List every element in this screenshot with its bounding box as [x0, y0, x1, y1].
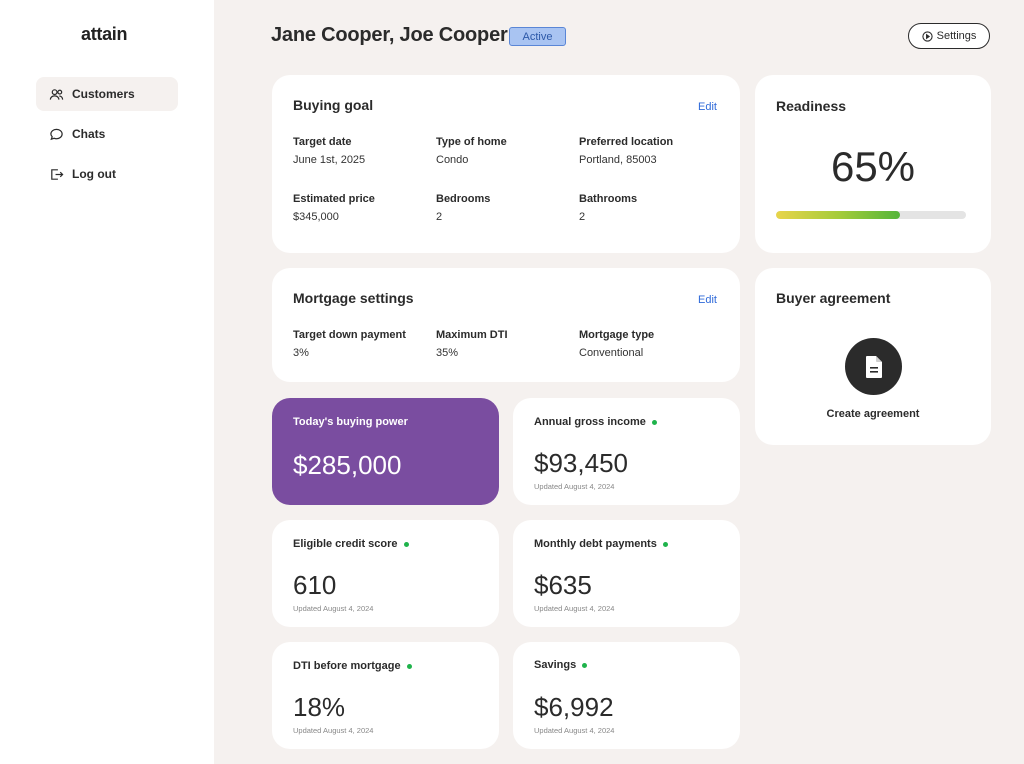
app-logo[interactable]: attain: [81, 24, 128, 44]
field-value: 3%: [293, 347, 309, 359]
card-title: Mortgage settings: [293, 290, 414, 306]
dti-card: DTI before mortgage 18% Updated August 4…: [272, 642, 499, 749]
updated-timestamp: Updated August 4, 2024: [293, 604, 374, 613]
status-dot-icon: [651, 419, 657, 425]
metric-title: Annual gross income: [534, 416, 657, 428]
readiness-value: 65%: [830, 143, 916, 190]
metric-label: Savings: [534, 659, 577, 671]
buying-power-card: Today's buying power $285,000: [272, 398, 499, 505]
field-value: Conventional: [579, 347, 644, 359]
monthly-debt-value: $635: [534, 570, 592, 600]
metric-label: Monthly debt payments: [534, 538, 657, 550]
mortgage-edit-link[interactable]: Edit: [698, 294, 717, 306]
buying-power-value: $285,000: [293, 450, 402, 480]
create-agreement-label[interactable]: Create agreement: [826, 408, 920, 420]
monthly-debt-card: Monthly debt payments $635 Updated Augus…: [513, 520, 740, 627]
metric-label: DTI before mortgage: [293, 660, 401, 672]
metric-title: Eligible credit score: [293, 538, 409, 550]
field-label: Target down payment: [293, 329, 406, 341]
sidebar-item-logout[interactable]: Log out: [36, 157, 178, 191]
annual-income-card: Annual gross income $93,450 Updated Augu…: [513, 398, 740, 505]
field-type-of-home: Type of home Condo: [436, 136, 507, 166]
status-dot-icon: [662, 541, 668, 547]
main-content: Jane Cooper, Joe Cooper Active Settings …: [214, 0, 1024, 764]
annual-income-value: $93,450: [534, 448, 628, 478]
field-value: June 1st, 2025: [293, 154, 366, 166]
mortgage-settings-card: Mortgage settings Edit Target down payme…: [272, 268, 740, 382]
settings-button[interactable]: Settings: [908, 23, 990, 49]
field-value: 35%: [436, 347, 459, 359]
metric-label: Eligible credit score: [293, 538, 398, 550]
credit-score-card: Eligible credit score 610 Updated August…: [272, 520, 499, 627]
field-target-date: Target date June 1st, 2025: [293, 136, 365, 166]
field-value: Portland, 85003: [579, 154, 657, 166]
page-title: Jane Cooper, Joe Cooper: [271, 24, 508, 46]
sidebar-item-label: Log out: [72, 167, 116, 181]
field-label: Bathrooms: [579, 193, 638, 205]
users-icon: [48, 86, 64, 102]
document-icon: [865, 355, 882, 378]
field-label: Estimated price: [293, 193, 375, 205]
field-preferred-location: Preferred location Portland, 85003: [579, 136, 673, 166]
dti-value: 18%: [293, 692, 346, 722]
metric-title: DTI before mortgage: [293, 660, 412, 672]
play-circle-icon: [921, 30, 933, 42]
field-value: 2: [579, 211, 586, 223]
field-mortgage-type: Mortgage type Conventional: [579, 329, 654, 359]
updated-timestamp: Updated August 4, 2024: [293, 726, 374, 735]
updated-timestamp: Updated August 4, 2024: [534, 482, 615, 491]
field-bathrooms: Bathrooms 2: [579, 193, 637, 223]
field-estimated-price: Estimated price $345,000: [293, 193, 375, 223]
status-badge: Active: [509, 27, 566, 46]
chat-bubble-icon: [48, 126, 64, 142]
card-title: Readiness: [776, 98, 847, 114]
readiness-progress-fill: [776, 211, 900, 219]
status-dot-icon: [403, 541, 409, 547]
updated-timestamp: Updated August 4, 2024: [534, 604, 615, 613]
buyer-agreement-card: Buyer agreement Create agreement: [755, 268, 991, 445]
field-label: Target date: [293, 136, 352, 148]
card-title: Buying goal: [293, 97, 374, 113]
settings-label: Settings: [936, 30, 977, 42]
field-label: Bedrooms: [436, 193, 491, 205]
status-dot-icon: [582, 662, 588, 668]
sidebar-item-label: Customers: [72, 87, 135, 101]
metric-label: Today's buying power: [293, 416, 408, 428]
field-value: $345,000: [293, 211, 339, 223]
readiness-progress-bar: [776, 211, 966, 219]
card-title: Buyer agreement: [776, 290, 891, 306]
savings-card: Savings $6,992 Updated August 4, 2024: [513, 642, 740, 749]
readiness-card: Readiness 65%: [755, 75, 991, 253]
field-label: Type of home: [436, 136, 507, 148]
buying-goal-edit-link[interactable]: Edit: [698, 101, 717, 113]
sidebar: attain Customers Chats Log: [0, 0, 214, 764]
field-target-down-payment: Target down payment 3%: [293, 329, 406, 359]
buying-goal-card: Buying goal Edit Target date June 1st, 2…: [272, 75, 740, 253]
field-value: 2: [436, 211, 443, 223]
metric-title: Savings: [534, 659, 588, 671]
sidebar-item-chats[interactable]: Chats: [36, 117, 178, 151]
savings-value: $6,992: [534, 692, 614, 722]
logout-icon: [48, 166, 64, 182]
metric-label: Annual gross income: [534, 416, 646, 428]
credit-score-value: 610: [293, 570, 337, 600]
updated-timestamp: Updated August 4, 2024: [534, 726, 615, 735]
metric-title: Monthly debt payments: [534, 538, 668, 550]
field-label: Mortgage type: [579, 329, 655, 341]
field-value: Condo: [436, 154, 469, 166]
create-agreement-button[interactable]: [845, 338, 902, 395]
sidebar-item-label: Chats: [72, 127, 106, 141]
sidebar-item-customers[interactable]: Customers: [36, 77, 178, 111]
status-dot-icon: [406, 663, 412, 669]
field-label: Preferred location: [579, 136, 674, 148]
field-maximum-dti: Maximum DTI 35%: [436, 329, 508, 359]
field-bedrooms: Bedrooms 2: [436, 193, 490, 223]
field-label: Maximum DTI: [436, 329, 508, 341]
